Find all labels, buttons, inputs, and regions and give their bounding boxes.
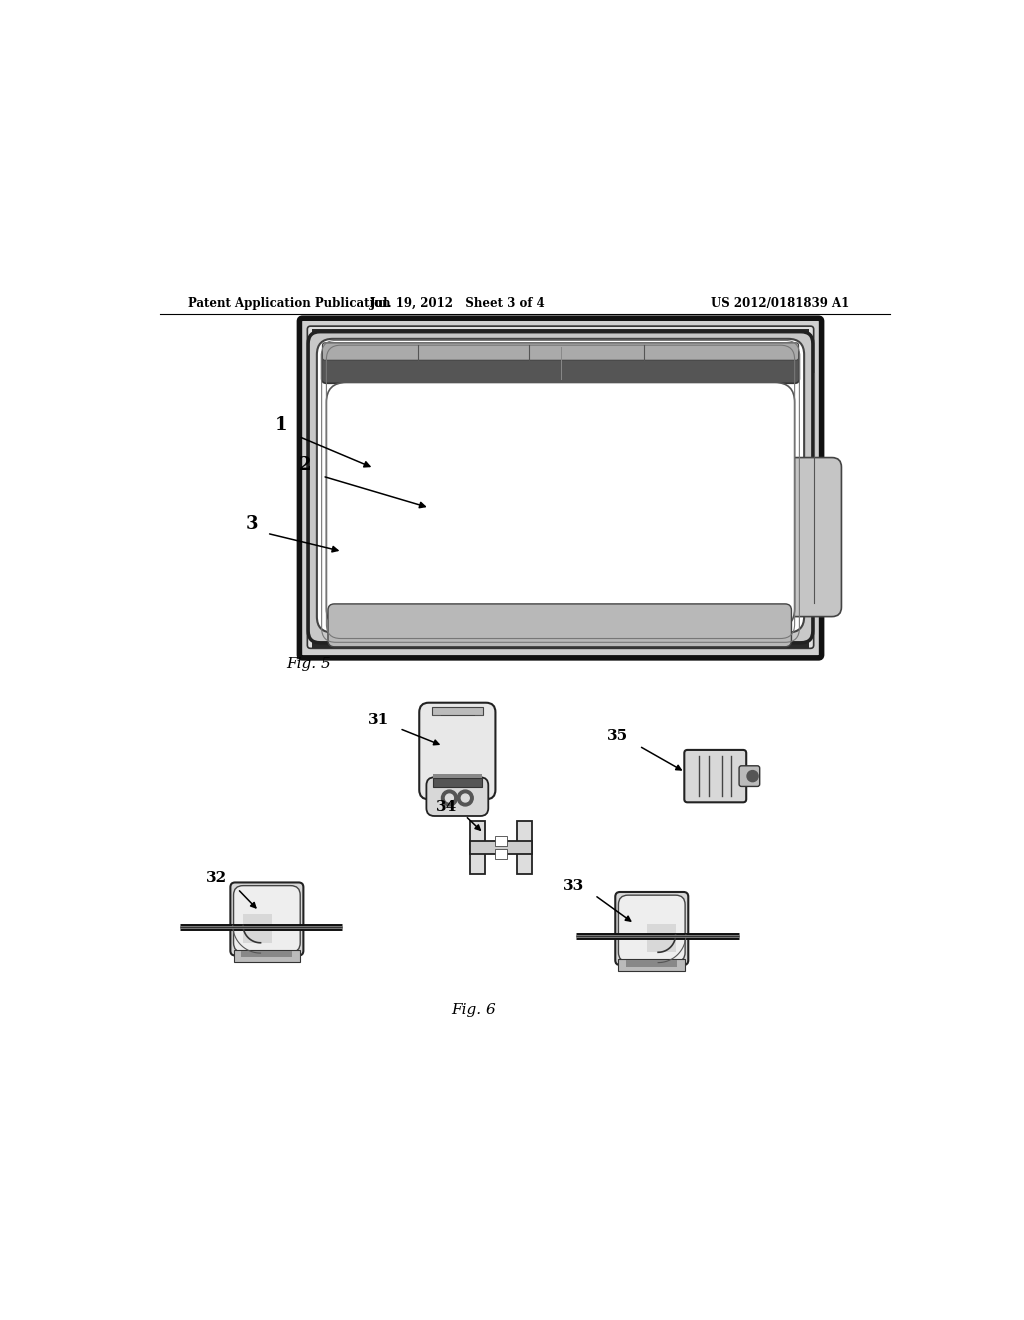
Text: 33: 33 (563, 879, 584, 894)
Bar (496, 849, 507, 859)
FancyBboxPatch shape (615, 892, 688, 965)
FancyBboxPatch shape (739, 766, 760, 787)
Text: 34: 34 (436, 800, 457, 814)
FancyBboxPatch shape (230, 883, 303, 956)
Bar (432, 708, 482, 715)
Circle shape (458, 791, 473, 807)
Text: Fig. 6: Fig. 6 (451, 1003, 496, 1018)
FancyBboxPatch shape (323, 343, 799, 360)
Text: 35: 35 (607, 729, 629, 743)
Text: 2: 2 (299, 455, 311, 474)
Bar (312, 634, 809, 648)
Bar (618, 960, 685, 972)
FancyBboxPatch shape (426, 777, 488, 816)
FancyBboxPatch shape (299, 318, 821, 657)
Text: US 2012/0181839 A1: US 2012/0181839 A1 (712, 297, 850, 310)
Bar (243, 915, 271, 942)
Bar (627, 960, 677, 966)
Bar (647, 924, 676, 952)
FancyBboxPatch shape (778, 458, 842, 616)
Bar (312, 329, 809, 346)
Bar (496, 836, 507, 846)
Bar (470, 841, 532, 854)
Circle shape (441, 791, 458, 807)
Circle shape (461, 795, 469, 803)
FancyBboxPatch shape (308, 331, 813, 643)
FancyBboxPatch shape (328, 605, 792, 647)
Text: 3: 3 (246, 515, 258, 532)
FancyBboxPatch shape (316, 339, 804, 632)
Bar (470, 821, 485, 874)
Text: Patent Application Publication: Patent Application Publication (187, 297, 390, 310)
FancyBboxPatch shape (684, 750, 746, 803)
Circle shape (445, 795, 454, 803)
FancyBboxPatch shape (322, 350, 800, 383)
Bar (433, 777, 482, 787)
Text: 31: 31 (368, 713, 389, 727)
FancyBboxPatch shape (307, 326, 814, 648)
Bar (433, 774, 482, 779)
Bar (303, 321, 818, 655)
Text: 32: 32 (206, 871, 227, 886)
FancyBboxPatch shape (618, 895, 685, 962)
FancyBboxPatch shape (327, 383, 795, 628)
Circle shape (748, 771, 758, 781)
Bar (517, 821, 532, 874)
Text: Fig. 5: Fig. 5 (287, 657, 332, 671)
Text: 1: 1 (274, 416, 288, 434)
FancyBboxPatch shape (419, 702, 496, 800)
FancyBboxPatch shape (233, 886, 300, 952)
Text: Jul. 19, 2012   Sheet 3 of 4: Jul. 19, 2012 Sheet 3 of 4 (370, 297, 545, 310)
Bar (233, 950, 300, 962)
Bar (242, 950, 292, 957)
